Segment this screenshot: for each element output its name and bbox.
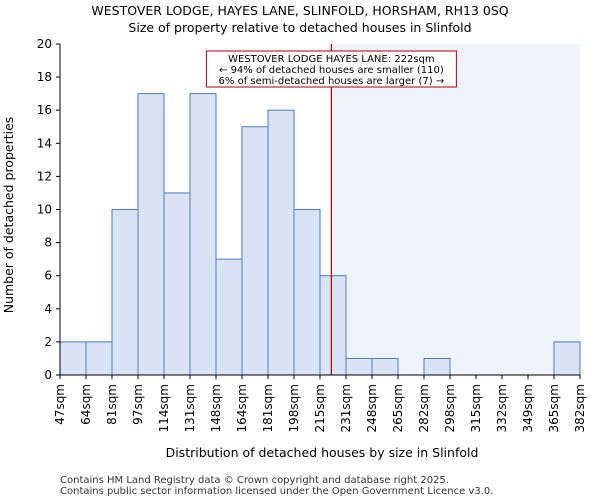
bar-231sqm [345, 357, 373, 376]
axes-layer: 0 2 4 6 8 10 12 14 16 18 20 47sqm 64sqm 81sqm 97sqm 114… [37, 37, 587, 432]
y-tick-label: 6 [44, 269, 52, 283]
y-axis-label: Number of detached properties [1, 117, 16, 314]
bar-81sqm [111, 209, 139, 376]
bar-198sqm [293, 209, 321, 376]
x-axis-label: Distribution of detached houses by size … [166, 445, 479, 460]
bar-97sqm [137, 93, 165, 376]
x-tick-label: 298sqm [443, 384, 457, 432]
bar-164sqm [241, 126, 269, 376]
bar-215sqm [319, 275, 347, 376]
bars-layer [59, 93, 581, 376]
footer-line-1: Contains HM Land Registry data © Crown c… [60, 475, 449, 486]
bar-248sqm [371, 357, 399, 376]
x-tick-label: 215sqm [313, 384, 327, 432]
x-tick-label: 265sqm [391, 384, 405, 432]
y-tick-label: 10 [37, 203, 52, 217]
x-tick-label: 181sqm [261, 384, 275, 432]
y-tick-label: 4 [44, 302, 52, 316]
bar-282sqm [423, 357, 451, 376]
annotation-line-1: WESTOVER LODGE HAYES LANE: 222sqm [228, 54, 435, 65]
bar-131sqm [189, 93, 217, 376]
x-tick-label: 114sqm [157, 384, 171, 432]
y-tick-label: 12 [37, 169, 52, 183]
x-tick-label: 198sqm [287, 384, 301, 432]
annotation-line-2: ← 94% of detached houses are smaller (11… [219, 65, 444, 76]
x-tick-label: 81sqm [105, 384, 119, 425]
highlight-region [331, 44, 580, 375]
y-tick-label: 18 [37, 70, 52, 84]
chart-title: WESTOVER LODGE, HAYES LANE, SLINFOLD, HO… [91, 3, 508, 18]
y-tick-label: 0 [44, 368, 52, 382]
y-tick-label: 14 [37, 136, 52, 150]
bar-64sqm [85, 341, 113, 376]
y-tick-label: 8 [44, 236, 52, 250]
bar-114sqm [163, 192, 191, 376]
x-tick-label: 365sqm [547, 384, 561, 432]
x-tick-label: 131sqm [183, 384, 197, 432]
annotation-box: WESTOVER LODGE HAYES LANE: 222sqm ← 94% … [205, 50, 457, 88]
bar-181sqm [267, 109, 295, 376]
x-tick-label: 64sqm [79, 384, 93, 425]
bar-148sqm [215, 258, 243, 376]
y-tick-label: 2 [44, 335, 52, 349]
x-tick-label: 349sqm [521, 384, 535, 432]
y-tick-label: 20 [37, 37, 52, 51]
footer-line-2: Contains public sector information licen… [60, 486, 493, 497]
x-tick-label: 231sqm [339, 384, 353, 432]
x-tick-label: 97sqm [131, 384, 145, 425]
x-tick-label: 332sqm [495, 384, 509, 432]
x-tick-label: 148sqm [209, 384, 223, 432]
x-tick-label: 382sqm [573, 384, 587, 432]
y-tick-label: 16 [37, 103, 52, 117]
chart-subtitle: Size of property relative to detached ho… [128, 20, 471, 35]
x-tick-label: 282sqm [417, 384, 431, 432]
x-tick-label: 315sqm [469, 384, 483, 432]
annotation-box-border [205, 50, 457, 88]
x-tick-label: 164sqm [235, 384, 249, 432]
x-tick-label: 47sqm [53, 384, 67, 425]
x-tick-label: 248sqm [365, 384, 379, 432]
bar-365sqm [553, 341, 581, 376]
annotation-line-3: 6% of semi-detached houses are larger (7… [219, 76, 445, 87]
bar-47sqm [59, 341, 87, 376]
